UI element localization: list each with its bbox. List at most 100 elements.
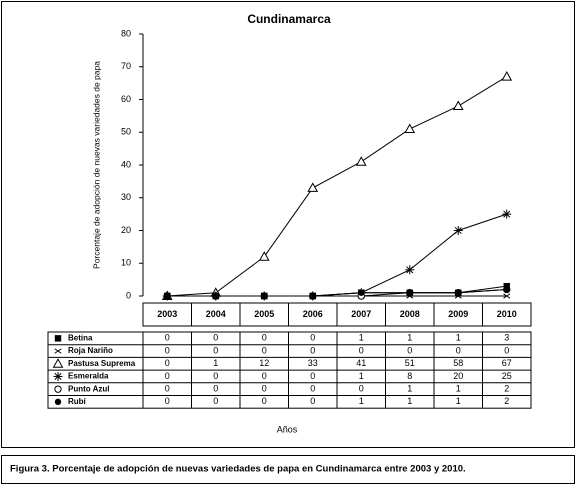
- marker: [355, 156, 367, 166]
- table-value: 0: [359, 384, 364, 394]
- table-value: 2: [504, 396, 509, 406]
- table-value: 0: [262, 333, 267, 343]
- table-value: 0: [310, 384, 315, 394]
- legend-label: Roja Nariño: [68, 346, 113, 355]
- marker: [452, 100, 464, 111]
- marker: [503, 286, 510, 293]
- x-tick-label: 2003: [157, 309, 177, 319]
- x-tick-label: 2005: [254, 309, 274, 319]
- x-tick-label: 2010: [497, 309, 517, 319]
- table-value: 12: [259, 358, 269, 368]
- table-value: 1: [407, 396, 412, 406]
- table-value: 51: [405, 358, 415, 368]
- caption-frame: [1, 455, 575, 484]
- series-line: [167, 288, 507, 297]
- legend-marker: [52, 358, 64, 368]
- table-value: 1: [407, 333, 412, 343]
- marker: [164, 292, 171, 300]
- series-line: [167, 76, 508, 297]
- table-value: 0: [165, 345, 170, 355]
- table-value: 0: [213, 371, 218, 381]
- table-value: 1: [359, 396, 364, 406]
- marker: [261, 292, 268, 300]
- table-value: 1: [213, 358, 218, 368]
- table-value: 1: [359, 371, 364, 381]
- table-value: 0: [165, 384, 170, 394]
- table-value: 0: [310, 333, 315, 343]
- marker: [453, 226, 463, 235]
- y-tick-label: 70: [121, 61, 131, 71]
- y-tick-label: 30: [121, 192, 131, 202]
- legend-label: Punto Azul: [68, 384, 109, 393]
- legend-label: Esmeralda: [68, 372, 109, 381]
- legend-marker: [53, 371, 63, 381]
- legend-marker: [54, 335, 62, 342]
- x-tick-label: 2004: [206, 309, 226, 319]
- x-tick-label: 2007: [351, 309, 371, 319]
- table-value: 8: [407, 371, 412, 381]
- table-value: 0: [213, 384, 218, 394]
- series-line: [167, 213, 507, 297]
- y-tick-label: 60: [121, 94, 131, 104]
- y-tick-label: 80: [121, 28, 131, 38]
- marker: [455, 289, 462, 296]
- table-value: 0: [310, 396, 315, 406]
- legend-label: Betina: [68, 333, 93, 342]
- y-tick-label: 0: [126, 290, 131, 300]
- x-tick-label: 2009: [448, 309, 468, 319]
- table-value: 1: [456, 396, 461, 406]
- x-tick-label: 2006: [303, 309, 323, 319]
- table-value: 0: [262, 396, 267, 406]
- table-value: 1: [456, 384, 461, 394]
- marker: [405, 265, 415, 275]
- table-value: 0: [213, 333, 218, 343]
- y-tick-label: 10: [121, 258, 131, 268]
- table-value: 20: [453, 371, 463, 381]
- chart-title: Cundinamarca: [247, 12, 331, 26]
- table-value: 0: [310, 345, 315, 355]
- marker: [212, 292, 219, 300]
- table-value: 0: [359, 345, 364, 355]
- table-value: 0: [165, 358, 170, 368]
- marker: [503, 293, 511, 299]
- legend-marker: [54, 398, 62, 406]
- table-value: 0: [165, 396, 170, 406]
- marker: [404, 123, 416, 133]
- table-value: 0: [262, 345, 267, 355]
- x-axis-label: Años: [277, 424, 298, 434]
- table-value: 67: [502, 358, 512, 368]
- table-value: 0: [262, 371, 267, 381]
- table-value: 1: [456, 333, 461, 343]
- marker: [406, 289, 413, 296]
- table-value: 0: [165, 371, 170, 381]
- table-value: 0: [310, 371, 315, 381]
- marker: [258, 251, 270, 261]
- table-value: 0: [456, 345, 461, 355]
- table-value: 0: [213, 345, 218, 355]
- table-value: 0: [213, 396, 218, 406]
- table-value: 33: [308, 358, 318, 368]
- table-value: 1: [407, 384, 412, 394]
- y-tick-label: 40: [121, 159, 131, 169]
- table-value: 0: [165, 333, 170, 343]
- marker: [501, 71, 513, 81]
- figure-frame: [1, 1, 575, 448]
- y-tick-label: 50: [121, 127, 131, 137]
- table-value: 41: [356, 358, 366, 368]
- marker: [307, 182, 319, 192]
- marker: [502, 209, 512, 219]
- table-value: 3: [504, 333, 509, 343]
- y-axis-label: Porcentaje de adopción de nuevas varieda…: [91, 61, 101, 269]
- table-value: 0: [262, 384, 267, 394]
- legend-marker: [54, 385, 62, 393]
- table-value: 2: [504, 384, 509, 394]
- legend-marker: [54, 348, 62, 354]
- x-tick-label: 2008: [400, 309, 420, 319]
- y-tick-label: 20: [121, 225, 131, 235]
- table-value: 25: [502, 371, 512, 381]
- table-value: 0: [407, 345, 412, 355]
- table-value: 0: [504, 345, 509, 355]
- table-value: 1: [359, 333, 364, 343]
- legend-label: Pastusa Suprema: [68, 359, 136, 368]
